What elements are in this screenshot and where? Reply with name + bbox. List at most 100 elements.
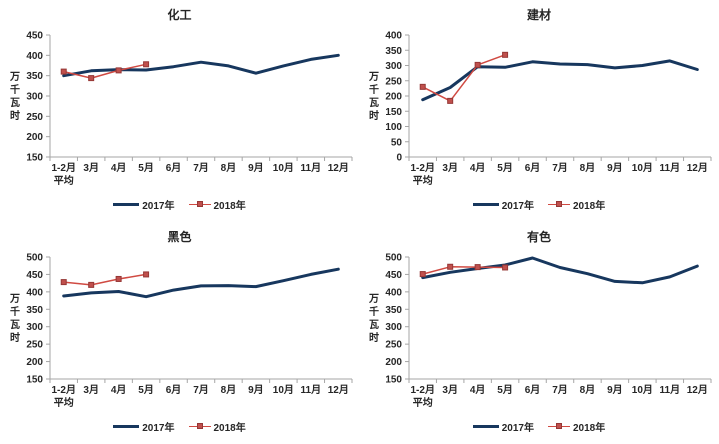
- x-tick-label: 7月: [552, 384, 568, 396]
- y-tick-label: 350: [26, 305, 43, 316]
- chart-legend: 2017年 2018年: [359, 189, 719, 219]
- series-line-2018年: [421, 54, 506, 102]
- series-marker-2018年: [60, 68, 67, 75]
- x-tick-label: 7月: [552, 162, 568, 174]
- x-tick-label: 11月: [660, 384, 681, 396]
- y-axis-title-char: 时: [369, 109, 379, 122]
- legend-label-2017: 2017年: [501, 422, 534, 434]
- x-tick-label: 9月: [248, 162, 264, 174]
- series-line-2018年: [62, 63, 147, 79]
- y-tick-label: 500: [26, 253, 43, 264]
- legend-label-2017: 2017年: [142, 422, 175, 434]
- x-tick-label: 4月: [111, 162, 127, 174]
- x-tick-label: 8月: [580, 384, 596, 396]
- series-marker-2018年: [447, 97, 454, 104]
- x-tick-label: 1-2月: [52, 384, 76, 396]
- y-tick-label: 250: [385, 76, 402, 87]
- series-line-2018年: [421, 266, 506, 275]
- y-tick-label: 400: [385, 31, 402, 42]
- y-axis-title-char: 瓦: [369, 319, 379, 331]
- legend-item-2018: 2018年: [548, 197, 605, 212]
- chart-cell-youse: 有色 150 200 250 300 350 400 450 500 1-2月 平均 3月 4月 5月 6…: [359, 222, 719, 444]
- x-tick-label: 1-2月: [52, 162, 76, 174]
- y-tick-label: 300: [26, 322, 43, 333]
- series-line-2018年: [62, 273, 147, 286]
- y-tick-label: 400: [385, 287, 402, 298]
- series-marker-2018年: [419, 83, 426, 90]
- x-tick-label: 10月: [632, 162, 653, 174]
- x-tick-label: 12月: [328, 162, 349, 174]
- chart-legend: 2017年 2018年: [359, 411, 719, 441]
- x-tick-label: 7月: [193, 384, 209, 396]
- x-tick-label: 平均: [413, 174, 433, 187]
- y-tick-label: 350: [26, 71, 43, 82]
- legend-label-2018: 2018年: [573, 200, 606, 212]
- y-tick-label: 200: [385, 357, 402, 368]
- chart-legend: 2017年 2018年: [0, 189, 359, 219]
- x-tick-label: 8月: [580, 162, 596, 174]
- y-tick-label: 300: [26, 92, 43, 103]
- x-tick-label: 4月: [470, 384, 486, 396]
- x-tick-label: 5月: [138, 384, 154, 396]
- x-tick-label: 1-2月: [411, 162, 435, 174]
- y-axis-title-char: 万: [368, 71, 379, 83]
- x-tick-label: 3月: [83, 162, 99, 174]
- y-axis-title-char: 千: [10, 305, 20, 318]
- chart-cell-jiancai: 建材 0 50 100 150 200 250 300 350 400 1-2月 平均 3月 4月 5月 6…: [359, 0, 719, 222]
- x-tick-label: 11月: [301, 162, 322, 174]
- x-tick-label: 3月: [442, 384, 458, 396]
- y-axis-title-char: 千: [369, 83, 379, 96]
- y-tick-label: 300: [385, 61, 402, 72]
- y-tick-label: 350: [385, 305, 402, 316]
- x-tick-label: 12月: [687, 384, 708, 396]
- chart-cell-heise: 黑色 150 200 250 300 350 400 450 500 1-2月 平均 3月 4月 5月 6…: [0, 222, 359, 444]
- x-tick-label: 8月: [221, 162, 237, 174]
- chart-title: 建材: [526, 8, 551, 22]
- x-tick-label: 6月: [525, 384, 541, 396]
- legend-line-sample-icon: [472, 424, 499, 428]
- series-marker-2018年: [115, 67, 122, 74]
- y-tick-label: 150: [385, 375, 402, 386]
- legend-marker-sample-icon: [188, 423, 211, 430]
- legend-line-sample-icon: [472, 202, 499, 206]
- x-tick-label: 5月: [497, 384, 513, 396]
- y-tick-label: 400: [26, 287, 43, 298]
- chart-legend: 2017年 2018年: [0, 411, 359, 441]
- legend-line-sample-icon: [113, 424, 140, 428]
- y-axis-title-char: 瓦: [369, 97, 379, 109]
- x-tick-label: 1-2月: [411, 384, 435, 396]
- series-line-2017年: [62, 267, 340, 299]
- y-tick-label: 100: [385, 122, 402, 133]
- x-tick-label: 10月: [632, 384, 653, 396]
- series-marker-2018年: [88, 281, 95, 288]
- x-tick-label: 9月: [607, 384, 623, 396]
- x-tick-label: 6月: [166, 384, 182, 396]
- y-tick-label: 50: [391, 137, 403, 148]
- y-tick-label: 150: [26, 375, 43, 386]
- chart-title: 化工: [167, 8, 192, 22]
- y-tick-label: 450: [26, 270, 43, 281]
- series-marker-2018年: [474, 61, 481, 68]
- y-tick-label: 200: [26, 132, 43, 143]
- y-axis-title-char: 瓦: [10, 97, 20, 109]
- legend-item-2017: 2017年: [472, 197, 534, 212]
- legend-label-2018: 2018年: [573, 422, 606, 434]
- y-axis-title-char: 万: [368, 293, 379, 305]
- series-marker-2018年: [474, 264, 481, 271]
- x-tick-label: 9月: [607, 162, 623, 174]
- x-tick-label: 8月: [221, 384, 237, 396]
- y-axis-title-char: 瓦: [10, 319, 20, 331]
- series-line-2017年: [62, 53, 340, 78]
- y-tick-label: 400: [26, 51, 43, 62]
- x-tick-label: 10月: [273, 162, 294, 174]
- series-marker-2018年: [143, 271, 150, 278]
- y-tick-label: 500: [385, 253, 402, 264]
- x-tick-label: 4月: [470, 162, 486, 174]
- y-axis-title-char: 时: [10, 331, 20, 344]
- legend-marker-sample-icon: [188, 201, 211, 208]
- y-axis-title-char: 时: [369, 331, 379, 344]
- x-tick-label: 3月: [83, 384, 99, 396]
